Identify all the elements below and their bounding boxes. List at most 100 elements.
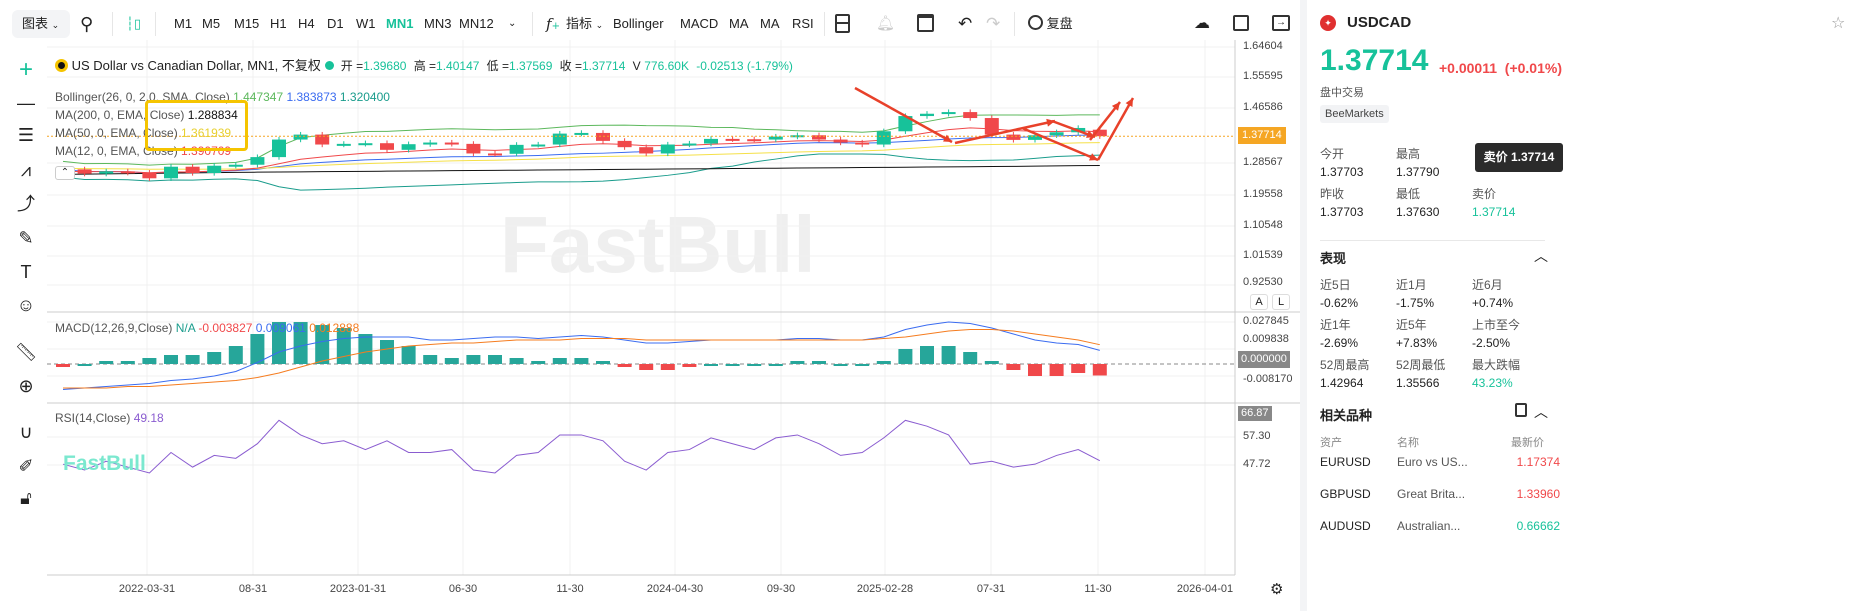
candle xyxy=(725,138,740,141)
related-row[interactable]: GBPUSD Great Brita... 1.33960 xyxy=(1320,487,1560,507)
macd-signal-value: 0.012888 xyxy=(309,321,360,335)
chart-menu-button[interactable]: 图表 ⌄ xyxy=(12,10,70,38)
performance-label: 52周最低 xyxy=(1396,358,1446,372)
stat-item: 最高 1.37790 xyxy=(1396,145,1439,179)
collapse-related-icon[interactable]: ︿ xyxy=(1534,404,1548,420)
candle xyxy=(99,171,114,174)
multi-line-icon[interactable]: ☰ xyxy=(17,124,35,145)
macd-hist-bar xyxy=(768,364,783,366)
price-chart[interactable] xyxy=(0,0,1300,611)
bollinger-mid: 1.383873 xyxy=(286,90,337,104)
macd-hist-bar xyxy=(941,346,956,364)
timeframe-m5[interactable]: M5 xyxy=(202,16,221,31)
ma50-value: 1.361939 xyxy=(181,126,232,140)
alert-icon[interactable]: 🔔︎ xyxy=(876,15,896,32)
function-icon[interactable]: f+ xyxy=(546,15,560,33)
stat-value: 1.37790 xyxy=(1396,165,1440,179)
time-axis-label: 2025-02-28 xyxy=(856,583,914,595)
candle xyxy=(704,138,718,144)
list-view-icon[interactable] xyxy=(1515,403,1527,417)
brush-icon[interactable]: ✎ xyxy=(18,227,34,248)
candle xyxy=(768,136,783,140)
trend-line-icon[interactable]: ⤴ xyxy=(17,194,35,214)
lock-brush-icon[interactable]: ✐ xyxy=(18,455,34,476)
layout-icon[interactable] xyxy=(835,14,850,33)
collapse-performance-icon[interactable]: ︿ xyxy=(1534,248,1548,264)
timeframe-d1[interactable]: D1 xyxy=(327,16,344,31)
broker-badge[interactable]: BeeMarkets xyxy=(1320,105,1389,123)
macd-hist-bar xyxy=(401,346,416,364)
macd-axis-label: -0.008170 xyxy=(1243,373,1293,385)
performance-item: 上市至今 -2.50% xyxy=(1472,316,1520,350)
macd-hist-bar xyxy=(336,328,351,364)
lock-icon[interactable]: 🔓︎ xyxy=(20,487,32,508)
candle xyxy=(963,112,978,119)
indicator-ma-2[interactable]: MA xyxy=(760,16,780,31)
macd-hist-bar xyxy=(531,361,546,364)
timeframe-mn3[interactable]: MN3 xyxy=(424,16,452,31)
auto-scale-button[interactable]: A xyxy=(1250,294,1268,310)
stat-item: 昨收 1.37703 xyxy=(1320,185,1363,219)
performance-item: 近1年 -2.69% xyxy=(1320,316,1358,350)
macd-legend: MACD(12,26,9,Close) N/A -0.003827 0.0090… xyxy=(55,321,359,335)
volume-label: V xyxy=(632,59,641,73)
macd-hist-bar xyxy=(164,355,178,364)
pattern-icon[interactable]: ⩘ xyxy=(20,159,32,180)
timeframe-m1[interactable]: M1 xyxy=(174,16,193,31)
related-title: 相关品种 xyxy=(1320,408,1373,423)
timeframe-mn1[interactable]: MN1 xyxy=(386,16,414,31)
ma12-line xyxy=(62,127,1100,174)
cloud-icon[interactable]: ☁ xyxy=(1194,15,1210,32)
price-axis-label: 1.64604 xyxy=(1243,40,1283,52)
macd-hist-bar xyxy=(380,340,394,364)
favorite-star-icon[interactable]: ☆ xyxy=(1831,15,1846,32)
undo-icon[interactable]: ↶ xyxy=(958,14,973,33)
annotation-arrow xyxy=(954,119,1056,145)
ask-tooltip: 卖价 1.37714 xyxy=(1475,143,1563,172)
related-row[interactable]: AUDUSD Australian... 0.66662 xyxy=(1320,519,1560,539)
indicator-ma[interactable]: MA xyxy=(729,16,749,31)
replay-button[interactable]: 复盘 xyxy=(1028,14,1073,34)
emoji-icon[interactable]: ☺ xyxy=(16,294,36,315)
indicator-bollinger[interactable]: Bollinger xyxy=(613,16,664,31)
related-row[interactable]: EURUSD Euro vs US... 1.17374 xyxy=(1320,455,1560,475)
candlestick-icon[interactable]: ┆▯ xyxy=(126,16,141,31)
horizontal-line-icon[interactable]: — xyxy=(17,92,35,113)
macd-hist-bar xyxy=(207,352,222,364)
redo-icon[interactable]: ↷ xyxy=(986,14,1001,33)
time-axis-label: 2026-04-01 xyxy=(1176,583,1234,595)
indicators-button[interactable]: 指标 ⌄ xyxy=(566,14,603,34)
ruler-icon[interactable]: 📏︎ xyxy=(14,341,38,362)
time-axis-label: 2024-04-30 xyxy=(646,583,704,595)
search-icon[interactable]: ⚲ xyxy=(80,14,94,34)
settings-gear-icon[interactable]: ⚙ xyxy=(1270,581,1284,598)
log-scale-button[interactable]: L xyxy=(1272,294,1290,310)
indicator-rsi[interactable]: RSI xyxy=(792,16,814,31)
calendar-icon[interactable] xyxy=(917,14,934,32)
share-icon[interactable] xyxy=(1233,15,1249,31)
zoom-in-icon[interactable]: ⊕ xyxy=(18,375,34,396)
more-timeframes-chevron-icon[interactable]: ⌄ xyxy=(508,18,517,29)
price-axis-label: 1.01539 xyxy=(1243,249,1283,261)
magnet-icon[interactable]: ∪ xyxy=(19,421,33,442)
fullscreen-icon[interactable]: → xyxy=(1272,15,1290,31)
candle xyxy=(315,134,330,145)
chevron-down-icon: ⌄ xyxy=(51,20,60,30)
performance-item: 52周最低 1.35566 xyxy=(1396,356,1445,390)
timeframe-m15[interactable]: M15 xyxy=(234,16,260,31)
stat-label: 最低 xyxy=(1396,187,1421,201)
timeframe-h1[interactable]: H1 xyxy=(270,16,287,31)
divider xyxy=(1014,12,1015,36)
timeframe-h4[interactable]: H4 xyxy=(298,16,315,31)
ma200-line xyxy=(62,164,1100,175)
indicator-macd[interactable]: MACD xyxy=(680,16,719,31)
crosshair-icon[interactable]: + xyxy=(18,56,33,83)
divider xyxy=(112,12,113,36)
ma200-legend: MA(200, 0, EMA, Close) 1.288834 xyxy=(55,108,238,122)
timeframe-w1[interactable]: W1 xyxy=(356,16,376,31)
text-icon[interactable]: T xyxy=(20,261,32,282)
collapse-legend-button[interactable]: ⌃ xyxy=(55,166,75,180)
candle xyxy=(639,147,654,154)
performance-item: 近5日 -0.62% xyxy=(1320,276,1358,310)
timeframe-mn12[interactable]: MN12 xyxy=(459,16,494,31)
